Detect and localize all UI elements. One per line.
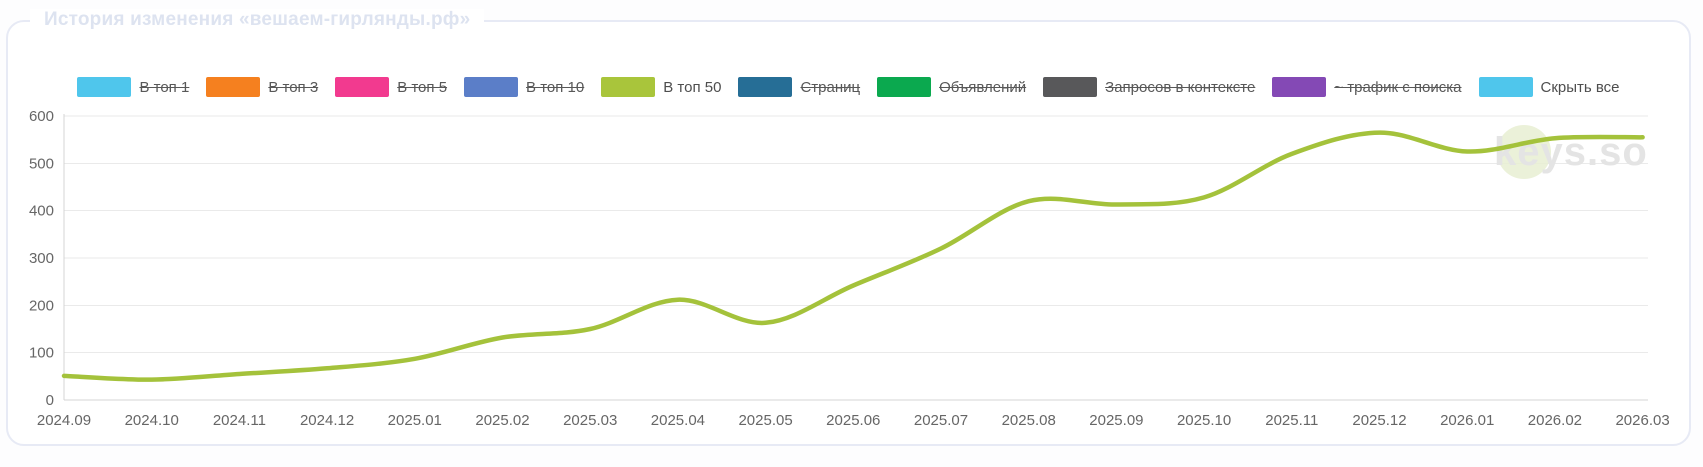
legend-item-3[interactable]: В топ 5 xyxy=(335,77,447,97)
y-tick-label: 300 xyxy=(29,250,54,267)
legend-item-4[interactable]: В топ 10 xyxy=(464,77,584,97)
history-panel: В топ 1 В топ 3 В топ 5 В топ 10 В топ 50 Стр… xyxy=(6,20,1691,446)
y-tick-label: 0 xyxy=(46,392,54,409)
x-tick-label: 2025.10 xyxy=(1177,412,1231,429)
x-tick-label: 2024.11 xyxy=(213,412,266,429)
legend-item-7[interactable]: Объявлений xyxy=(877,77,1026,97)
y-tick-label: 500 xyxy=(29,155,54,172)
legend-swatch-icon xyxy=(77,77,132,97)
x-tick-label: 2025.06 xyxy=(826,412,880,429)
legend-item-9[interactable]: ~ трафик с поиска xyxy=(1272,77,1462,97)
x-tick-label: 2024.10 xyxy=(125,412,179,429)
x-tick-label: 2025.02 xyxy=(475,412,529,429)
panel-title: История изменения «вешаем-гирлянды.рф» xyxy=(30,9,485,31)
legend-item-1[interactable]: В топ 1 xyxy=(77,77,189,97)
legend-item-10[interactable]: Скрыть все xyxy=(1478,77,1620,97)
legend-item-label: Объявлений xyxy=(939,78,1027,96)
legend-item-label: В топ 10 xyxy=(526,78,585,96)
x-tick-label: 2025.09 xyxy=(1089,412,1143,429)
legend-item-label: Скрыть все xyxy=(1540,78,1620,96)
y-tick-label: 100 xyxy=(29,345,54,362)
x-tick-label: 2025.11 xyxy=(1265,412,1318,429)
x-tick-label: 2026.03 xyxy=(1615,412,1669,429)
legend-swatch-icon xyxy=(1478,77,1533,97)
legend-swatch-icon xyxy=(601,77,656,97)
x-tick-label: 2025.12 xyxy=(1352,412,1406,429)
y-tick-label: 600 xyxy=(29,108,54,125)
legend-item-label: В топ 1 xyxy=(139,78,190,96)
x-tick-label: 2025.04 xyxy=(651,412,705,429)
legend-item-label: В топ 5 xyxy=(397,78,448,96)
legend-item-label: ~ трафик с поиска xyxy=(1334,78,1462,96)
legend-item-8[interactable]: Запросов в контексте xyxy=(1043,77,1255,97)
legend-swatch-icon xyxy=(335,77,390,97)
legend-swatch-icon xyxy=(738,77,793,97)
x-tick-label: 2024.09 xyxy=(37,412,91,429)
line-chart: 0 100 200 300 400 500 600 2024.09 2024.10 2024.11… xyxy=(16,104,1703,440)
x-tick-label: 2026.02 xyxy=(1528,412,1582,429)
legend-item-label: Запросов в контексте xyxy=(1105,78,1256,96)
legend-item-label: В топ 50 xyxy=(663,78,722,96)
legend-item-label: Страниц xyxy=(800,78,861,96)
x-tick-label: 2026.01 xyxy=(1440,412,1494,429)
legend-item-2[interactable]: В топ 3 xyxy=(206,77,318,97)
x-tick-label: 2024.12 xyxy=(300,412,354,429)
legend-item-label: В топ 3 xyxy=(268,78,319,96)
chart-legend: В топ 1 В топ 3 В топ 5 В топ 10 В топ 50 Стр… xyxy=(8,77,1689,97)
x-tick-label: 2025.07 xyxy=(914,412,968,429)
legend-swatch-icon xyxy=(1272,77,1327,97)
legend-item-6[interactable]: Страниц xyxy=(738,77,860,97)
x-tick-label: 2025.03 xyxy=(563,412,617,429)
legend-swatch-icon xyxy=(877,77,932,97)
x-tick-label: 2025.05 xyxy=(738,412,792,429)
series-top50-line xyxy=(61,130,1645,382)
legend-swatch-icon xyxy=(206,77,261,97)
y-tick-label: 400 xyxy=(29,203,54,220)
legend-item-5[interactable]: В топ 50 xyxy=(601,77,721,97)
chart-canvas: 0 100 200 300 400 500 600 2024.09 2024.10 2024.11… xyxy=(29,108,1670,429)
x-tick-label: 2025.01 xyxy=(388,412,442,429)
y-tick-label: 200 xyxy=(29,297,54,314)
legend-swatch-icon xyxy=(464,77,519,97)
x-tick-label: 2025.08 xyxy=(1002,412,1056,429)
legend-swatch-icon xyxy=(1043,77,1098,97)
